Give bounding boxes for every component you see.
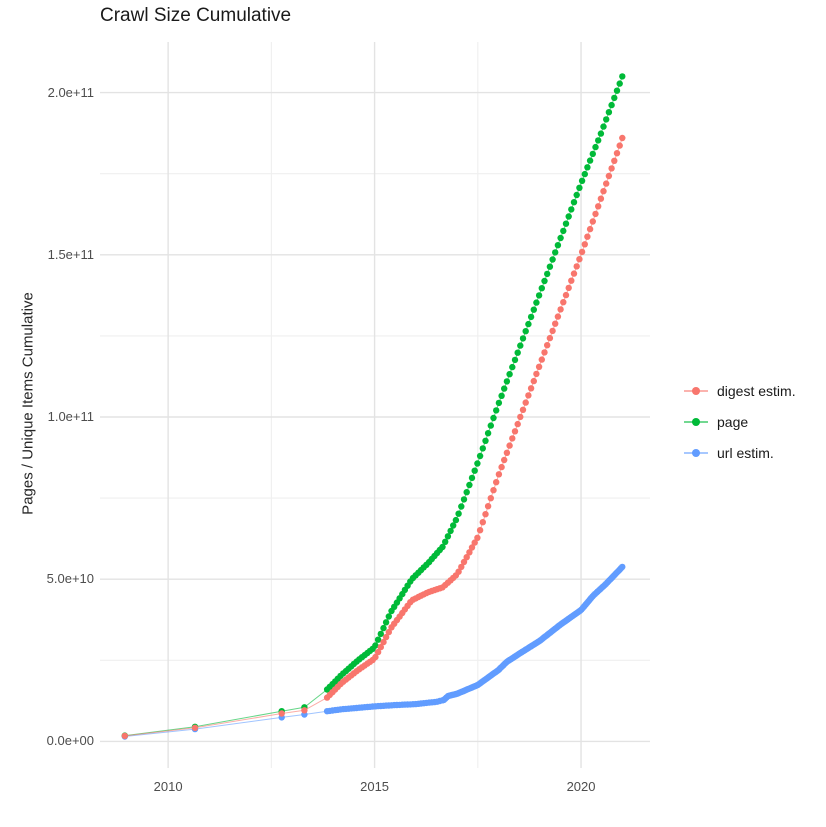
- legend: digest estim. page url estim.: [683, 380, 796, 464]
- legend-label: url estim.: [717, 445, 774, 461]
- series-page: [121, 73, 626, 739]
- y-tick-label: 2.0e+11: [47, 84, 94, 100]
- y-tick-label: 0.0e+00: [46, 733, 94, 749]
- legend-item-page: page: [683, 411, 796, 433]
- y-tick-label: 5.0e+10: [46, 571, 94, 587]
- y-tick-label: 1.0e+11: [47, 409, 94, 424]
- x-tick-label: 2020: [566, 779, 596, 794]
- gridlines-major: [100, 42, 650, 768]
- legend-label: page: [717, 414, 749, 430]
- x-tick-label: 2015: [360, 779, 390, 794]
- legend-key-url-icon: [684, 449, 708, 457]
- x-tick-label: 2010: [153, 779, 183, 794]
- series-url-estim: [121, 563, 626, 740]
- legend-key-page-icon: [684, 418, 708, 426]
- y-axis-title: Pages / Unique Items Cumulative: [19, 292, 37, 515]
- chart-title: Crawl Size Cumulative: [100, 5, 292, 26]
- legend-key-digest-icon: [684, 387, 708, 395]
- legend-label: digest estim.: [717, 383, 796, 399]
- y-tick-label: 1.5e+11: [47, 246, 94, 262]
- series-digest-estim: [121, 134, 626, 740]
- legend-item-url-estim: url estim.: [683, 442, 796, 464]
- legend-item-digest-estim: digest estim.: [683, 380, 796, 402]
